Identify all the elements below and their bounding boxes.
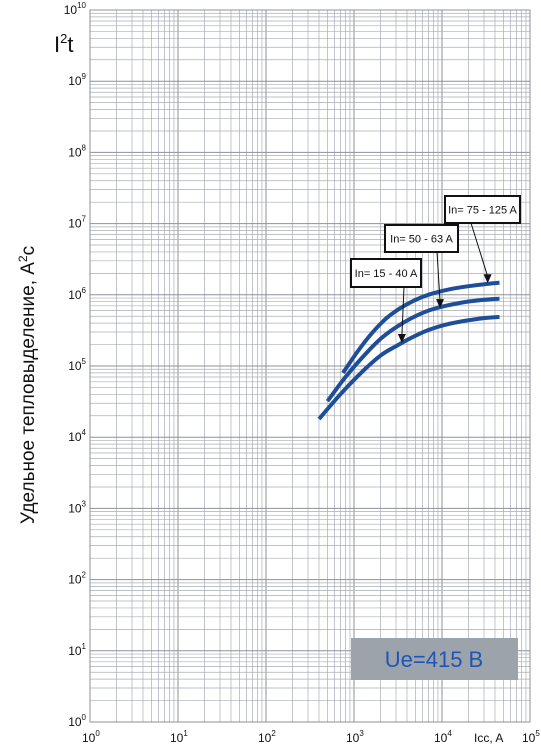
x-tick-label: 101 [170,729,188,745]
series-line-1 [317,314,500,421]
voltage-badge-background [351,638,518,680]
annotation-arrow-line [470,222,489,277]
corner-i2t-label: I2t [54,31,73,57]
voltage-badge: Ue=415 В [351,638,518,680]
x-tick-label: 103 [346,729,364,745]
x-axis-label: Icc, A [474,731,503,745]
series-line-2 [325,296,500,403]
annotations: In= 15 - 40 A In= 50 - 63 A In= 75 - 125 A [350,195,521,344]
y-tick-label: 1010 [64,1,87,17]
y-axis-label: Удельное тепловыделение, А2с [16,246,39,524]
y-tick-labels: 100 101 102 103 104 105 106 107 108 109 1010 [64,1,87,729]
y-tick-label: 102 [68,571,86,587]
annotation-arrow-head [436,299,445,309]
grid [89,10,530,723]
x-tick-label: 102 [258,729,276,745]
y-tick-label: 109 [68,72,86,88]
y-tick-label: 105 [68,357,86,373]
annotation-box [350,258,422,288]
y-tick-label: 106 [68,286,86,302]
y-tick-label: 103 [68,499,86,515]
x-tick-label: 100 [82,729,100,745]
plot-frame [89,9,531,723]
annotation-label: In= 15 - 40 A [355,268,418,280]
annotation-label: In= 50 - 63 A [390,234,453,246]
annotation-label: In= 75 - 125 A [448,205,517,217]
series-line-3 [341,280,500,375]
y-tick-label: 107 [68,215,86,231]
annotation-arrow-head [397,334,406,344]
annotation-arrow-head [483,274,492,284]
voltage-badge-label: Ue=415 В [385,647,483,672]
x-tick-labels: 100 101 102 103 104 105 [82,729,540,745]
y-tick-label: 108 [68,143,86,159]
y-tick-label: 101 [68,642,86,658]
y-tick-label: 104 [68,428,86,444]
annotation-box [384,224,459,253]
x-tick-label: 104 [434,729,452,745]
series-group [317,280,500,421]
annotation-arrow-line [436,251,441,302]
x-tick-label: 105 [522,729,540,745]
y-tick-label: 100 [68,713,86,729]
annotation-arrow-line [401,286,405,337]
annotation-box [444,195,521,224]
